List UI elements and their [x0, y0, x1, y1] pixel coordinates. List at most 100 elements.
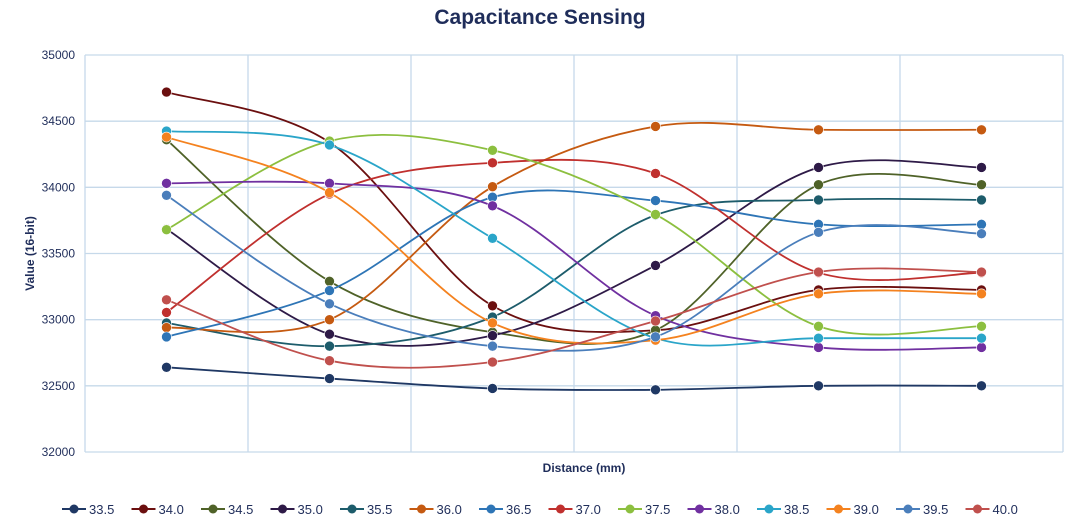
data-point	[324, 275, 335, 287]
legend-item: 38.0	[687, 502, 740, 517]
series-line	[166, 180, 982, 351]
data-point	[976, 288, 987, 300]
series-37.5	[161, 133, 987, 336]
data-point	[324, 178, 335, 189]
data-point	[813, 179, 824, 190]
data-point	[813, 320, 824, 332]
series-line	[166, 267, 982, 369]
data-point	[650, 168, 661, 179]
legend-marker	[556, 504, 565, 514]
x-axis-label: Distance (mm)	[543, 461, 626, 475]
data-point	[976, 179, 987, 190]
data-point	[161, 307, 172, 318]
data-point	[324, 355, 335, 366]
y-axis-label: Value (16-bit)	[23, 216, 37, 291]
data-point	[487, 181, 498, 192]
data-point	[813, 162, 824, 173]
data-point	[161, 322, 172, 333]
data-point	[813, 227, 824, 238]
data-point	[976, 342, 987, 353]
data-point	[324, 285, 335, 296]
y-tick-label: 32500	[42, 379, 76, 393]
data-point	[324, 373, 335, 384]
legend-label: 39.5	[923, 502, 948, 517]
series-line	[165, 158, 982, 314]
data-point	[650, 315, 661, 327]
legend-label: 36.5	[506, 502, 531, 517]
series-line	[166, 136, 982, 345]
legend-label: 37.0	[576, 502, 601, 517]
y-tick-label: 33500	[42, 247, 76, 261]
series-39.5	[161, 189, 987, 352]
data-point	[813, 380, 824, 392]
data-point	[324, 187, 335, 198]
legend-item: 34.0	[131, 502, 184, 517]
data-point	[161, 189, 172, 201]
legend-item: 37.5	[618, 502, 670, 517]
data-point	[487, 340, 498, 352]
data-point	[976, 320, 987, 332]
series-line	[166, 194, 982, 352]
data-point	[650, 195, 661, 206]
legend-label: 33.5	[89, 502, 114, 517]
data-point	[650, 384, 661, 396]
data-point	[487, 232, 498, 244]
data-point	[324, 340, 335, 352]
legend-label: 38.5	[784, 502, 809, 517]
data-point	[161, 178, 172, 189]
data-point	[487, 356, 498, 368]
legend-item: 40.0	[965, 502, 1018, 517]
series-line	[166, 130, 982, 347]
data-point	[813, 332, 824, 344]
series-line	[166, 91, 982, 333]
legend-marker	[625, 504, 635, 514]
data-point	[324, 314, 335, 325]
data-point	[161, 131, 172, 143]
data-point	[976, 266, 987, 278]
data-point	[161, 294, 172, 306]
legend-item: 35.0	[270, 502, 323, 517]
data-point	[161, 224, 172, 235]
data-point	[650, 209, 661, 220]
data-point	[813, 194, 824, 206]
legend-marker	[347, 504, 357, 514]
legend-item: 36.5	[479, 502, 531, 517]
data-point	[976, 124, 987, 136]
legend-marker	[208, 504, 218, 514]
y-tick-label: 34000	[42, 180, 76, 194]
y-tick-label: 35000	[42, 48, 76, 62]
data-point	[487, 200, 498, 212]
data-point	[976, 162, 987, 173]
legend-item: 33.5	[62, 502, 114, 517]
legend-item: 38.5	[757, 502, 809, 517]
series-33.5	[161, 362, 987, 396]
data-point	[487, 317, 498, 329]
data-point	[650, 121, 661, 132]
data-point	[324, 328, 335, 340]
legend-label: 40.0	[993, 502, 1018, 517]
legend-label: 35.0	[298, 502, 323, 517]
data-point	[161, 331, 172, 343]
y-tick-label: 34500	[42, 114, 76, 128]
legend-item: 35.5	[340, 502, 392, 517]
legend-label: 34.0	[159, 502, 184, 517]
data-point	[976, 380, 987, 392]
legend-label: 37.5	[645, 502, 670, 517]
series-36.5	[161, 189, 987, 343]
y-tick-label: 33000	[42, 313, 76, 327]
data-point	[650, 260, 661, 271]
data-point	[161, 362, 172, 373]
data-point	[324, 139, 335, 151]
legend-label: 34.5	[228, 502, 253, 517]
data-point	[324, 298, 335, 310]
series-40.0	[161, 266, 987, 369]
legend-marker	[973, 504, 982, 514]
data-point	[976, 219, 987, 230]
series-line	[166, 189, 982, 338]
data-point	[813, 288, 824, 300]
legend-marker	[69, 504, 79, 514]
data-point	[813, 266, 824, 278]
data-point	[487, 300, 498, 312]
